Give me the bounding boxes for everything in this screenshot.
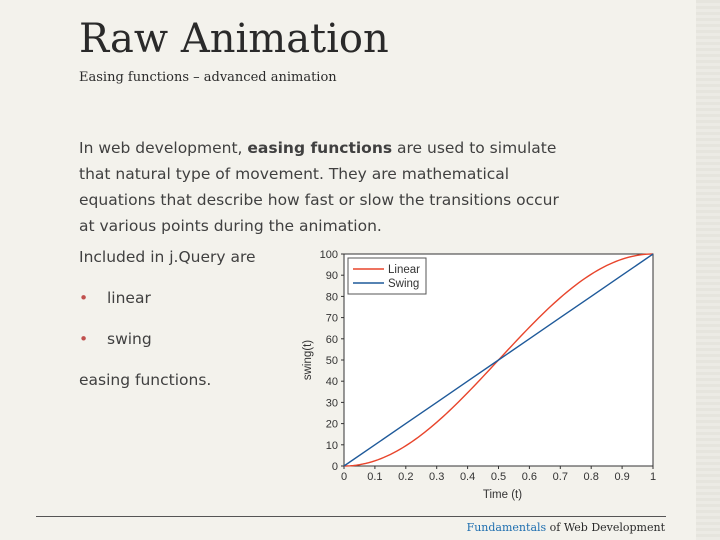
legend-label-swing: Swing <box>388 278 419 290</box>
closing-text: easing functions. <box>79 371 212 389</box>
y-tick-label: 40 <box>326 376 338 388</box>
y-tick-label: 90 <box>326 270 338 282</box>
y-tick-label: 20 <box>326 419 338 431</box>
footer-accent-text: Fundamentals <box>466 521 547 534</box>
slide-title: Raw Animation <box>79 16 389 62</box>
y-tick-label: 30 <box>326 397 338 409</box>
x-tick-label: 0 <box>341 471 347 483</box>
x-tick-label: 1 <box>650 471 656 483</box>
bullet-label: swing <box>107 330 152 348</box>
footer-divider <box>36 516 666 517</box>
x-axis-label: Time (t) <box>483 489 522 501</box>
bullet-dot-icon: • <box>79 330 89 348</box>
y-tick-label: 60 <box>326 334 338 346</box>
y-tick-label: 10 <box>326 440 338 452</box>
x-tick-label: 0.2 <box>398 471 413 483</box>
y-tick-label: 100 <box>320 249 338 261</box>
x-tick-label: 0.9 <box>614 471 629 483</box>
intro-text-bold: easing functions <box>247 139 393 157</box>
x-tick-label: 0.7 <box>553 471 568 483</box>
intro-text-part1: In web development, <box>79 139 248 157</box>
bullet-item-swing: • swing <box>79 330 152 348</box>
x-tick-label: 0.8 <box>584 471 599 483</box>
bullet-item-linear: • linear <box>79 289 151 307</box>
intro-paragraph: In web development, easing functions are… <box>79 135 579 239</box>
y-tick-label: 80 <box>326 291 338 303</box>
legend-label-linear: Linear <box>388 264 420 276</box>
bullet-label: linear <box>107 289 151 307</box>
x-tick-label: 0.6 <box>522 471 537 483</box>
y-tick-label: 0 <box>332 461 338 473</box>
y-axis-label: swing(t) <box>302 340 314 380</box>
series-line-swing <box>343 253 654 467</box>
decorative-side-bar <box>696 0 720 540</box>
y-tick-label: 50 <box>326 355 338 367</box>
footer: Fundamentals of Web Development <box>467 521 665 534</box>
included-text: Included in j.Query are <box>79 248 256 266</box>
slide-subtitle: Easing functions – advanced animation <box>79 70 337 85</box>
easing-chart: 0 10 20 30 40 50 60 70 80 90 100 0 0.1 0.2 0.3 0.4 0.5 0.… <box>302 249 656 501</box>
x-tick-label: 0.5 <box>491 471 506 483</box>
y-tick-label: 70 <box>326 313 338 325</box>
x-tick-label: 0.1 <box>367 471 382 483</box>
legend-box <box>347 257 427 295</box>
x-tick-label: 0.3 <box>429 471 444 483</box>
footer-text: of Web Development <box>546 521 665 534</box>
intro-text-part2: are used to simulate that natural type o… <box>79 139 559 235</box>
bullet-dot-icon: • <box>79 289 89 307</box>
x-tick-label: 0.4 <box>460 471 475 483</box>
